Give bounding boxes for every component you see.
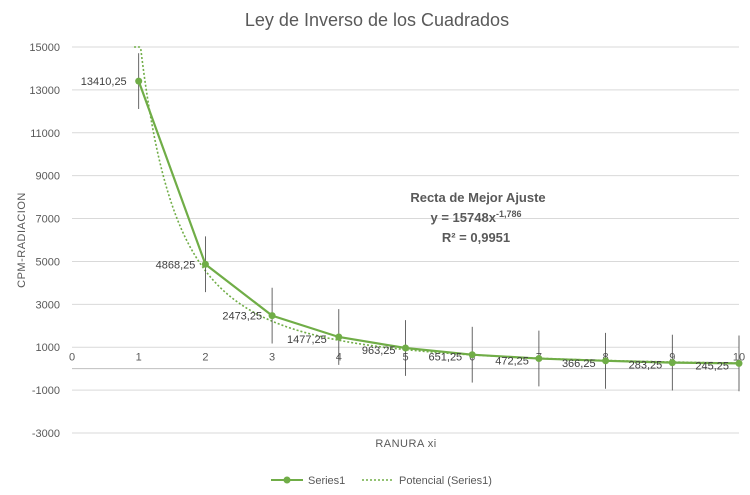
y-tick-label: 13000: [29, 85, 60, 97]
x-tick-label: 0: [69, 352, 75, 364]
data-label: 366,25: [562, 358, 596, 370]
y-axis-title: CPM-RADIACION: [16, 192, 28, 288]
data-label: 13410,25: [81, 76, 127, 88]
y-tick-label: 1000: [36, 342, 60, 354]
x-tick-label: 3: [269, 352, 275, 364]
y-tick-label: 11000: [30, 128, 60, 140]
fit-annotation: Recta de Mejor Ajuste y = 15748x-1,786 R…: [410, 190, 545, 245]
y-tick-label: 3000: [36, 299, 60, 311]
data-labels: 13410,25 4868,25 2473,25 1477,25 963,25 651,2…: [81, 76, 729, 372]
x-tick-label: 2: [202, 352, 208, 364]
y-tick-label: 9000: [36, 171, 60, 183]
data-point: [602, 357, 610, 365]
annotation-r-squared: R² = 0,9951: [442, 230, 510, 245]
x-axis-title: RANURA xi: [375, 438, 436, 450]
data-label: 472,25: [495, 356, 529, 368]
y-tick-label: -3000: [32, 428, 60, 440]
data-label: 2473,25: [222, 311, 262, 323]
data-point: [201, 260, 209, 268]
annotation-title: Recta de Mejor Ajuste: [410, 190, 545, 205]
series-line: [135, 77, 743, 367]
data-point: [468, 351, 476, 359]
data-point: [535, 355, 543, 363]
data-label: 651,25: [429, 352, 463, 364]
annotation-equation: y = 15748x-1,786: [431, 209, 522, 225]
y-tick-label: -1000: [32, 385, 60, 397]
gridlines: [72, 46, 739, 434]
data-label: 283,25: [629, 360, 663, 372]
legend-series1-label: Series1: [308, 475, 345, 487]
x-tick-label: 1: [136, 352, 142, 364]
y-tick-label: 15000: [29, 42, 60, 54]
y-tick-label: 5000: [36, 256, 60, 268]
trendline: [134, 46, 739, 364]
data-point: [735, 359, 743, 367]
chart-title: Ley de Inverso de los Cuadrados: [245, 10, 509, 30]
data-label: 4868,25: [156, 259, 196, 271]
legend-trendline-label: Potencial (Series1): [399, 475, 492, 487]
equation-base: y = 15748x: [431, 210, 497, 225]
series1-line: [137, 80, 740, 365]
data-point: [268, 312, 276, 320]
data-point: [668, 359, 676, 367]
power-trendline: [134, 46, 739, 364]
legend-series1-marker: [283, 476, 291, 484]
y-tick-label: 7000: [36, 214, 60, 226]
equation-exponent: -1,786: [496, 209, 522, 219]
data-label: 245,25: [695, 360, 729, 372]
data-point: [335, 333, 343, 341]
data-label: 963,25: [362, 345, 396, 357]
data-point: [135, 77, 143, 85]
legend: Series1 Potencial (Series1): [271, 475, 492, 487]
axes: 15000 13000 11000 9000 7000 5000 3000 1000 -1000…: [29, 42, 745, 440]
data-label: 1477,25: [287, 334, 327, 346]
data-point: [402, 344, 409, 352]
